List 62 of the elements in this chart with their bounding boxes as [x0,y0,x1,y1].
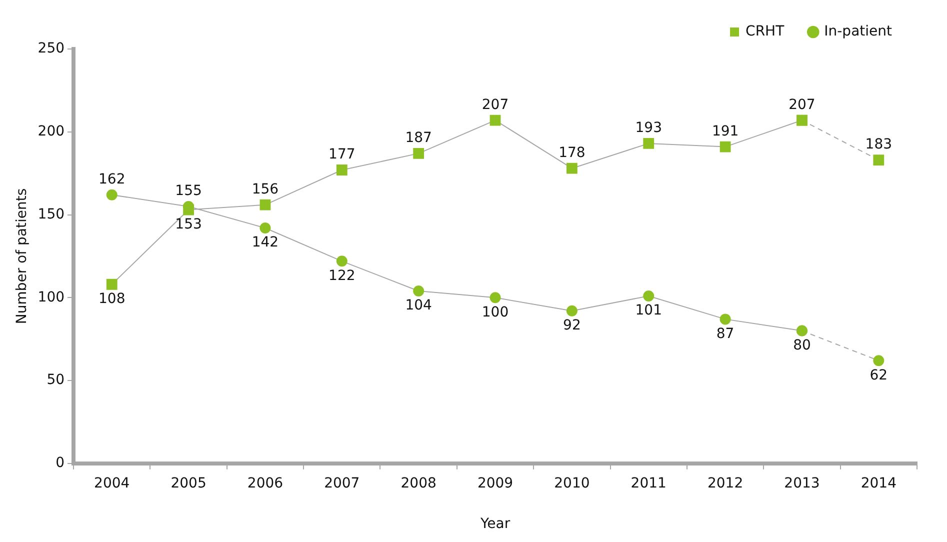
data-label: 155 [175,183,202,200]
point [566,162,578,174]
y-tick-label: 150 [38,206,65,222]
point [720,314,731,325]
data-label: 153 [175,216,202,232]
point [720,141,731,152]
x-tick-label: 2005 [170,475,206,492]
x-tick-label: 2013 [784,475,820,492]
x-tick-label: 2009 [477,475,514,492]
point [873,355,884,366]
x-tick-label: 2010 [554,475,590,492]
point [413,286,424,297]
x-tick-label: 2008 [400,475,436,492]
y-tick-label: 0 [56,455,65,472]
point [643,290,654,302]
point [643,138,654,149]
x-tick-label: 2007 [324,475,360,492]
data-label: 100 [482,304,509,320]
data-label: 80 [793,337,811,354]
data-label: 207 [482,96,509,113]
data-label: 142 [252,234,279,251]
y-tick-label: 50 [46,372,65,388]
point [490,114,501,126]
y-axis-title: Number of patients [14,188,30,324]
y-tick-label: 200 [38,124,65,140]
data-label: 193 [635,120,662,136]
data-label: 183 [865,136,892,153]
point [490,292,501,304]
data-label: 162 [98,172,126,188]
data-label: 62 [870,367,888,384]
point [336,164,348,176]
data-label: 187 [405,130,432,146]
point [873,154,884,166]
data-label: 101 [635,302,662,319]
point [106,189,118,200]
data-label: 177 [328,146,356,163]
legend-label: In-patient [824,24,893,40]
data-label: 122 [328,268,356,284]
point [183,204,194,216]
y-tick-label: 250 [38,40,65,57]
data-label: 178 [558,144,586,161]
x-tick-label: 2006 [247,475,284,492]
legend-label: CRHT [746,24,785,40]
point [260,222,271,234]
x-tick-label: 2014 [860,475,897,492]
point [413,148,424,159]
data-label: 191 [712,123,739,140]
point [566,305,578,316]
data-label: 156 [252,181,279,198]
data-label: 108 [98,291,126,308]
x-tick-label: 2004 [94,475,130,492]
x-tick-label: 2011 [630,475,666,492]
data-label: 87 [716,326,734,342]
data-label: 92 [563,318,581,334]
x-tick-label: 2012 [707,475,744,492]
x-axis-title: Year [479,516,510,532]
data-label: 104 [405,298,432,314]
point [106,278,118,290]
y-tick-label: 100 [38,289,65,306]
point [336,256,348,267]
data-label: 207 [788,96,816,113]
point [260,199,271,210]
